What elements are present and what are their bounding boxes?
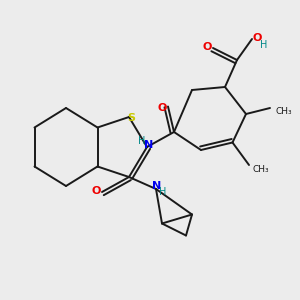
Text: O: O	[202, 41, 212, 52]
Text: H: H	[138, 136, 145, 146]
Text: O: O	[157, 103, 167, 113]
Text: N: N	[152, 181, 161, 191]
Text: N: N	[144, 140, 153, 151]
Text: H: H	[260, 40, 267, 50]
Text: O: O	[253, 33, 262, 43]
Text: O: O	[92, 185, 101, 196]
Text: S: S	[128, 112, 135, 123]
Text: H: H	[159, 187, 166, 197]
Text: CH₃: CH₃	[275, 106, 292, 116]
Text: CH₃: CH₃	[253, 165, 269, 174]
